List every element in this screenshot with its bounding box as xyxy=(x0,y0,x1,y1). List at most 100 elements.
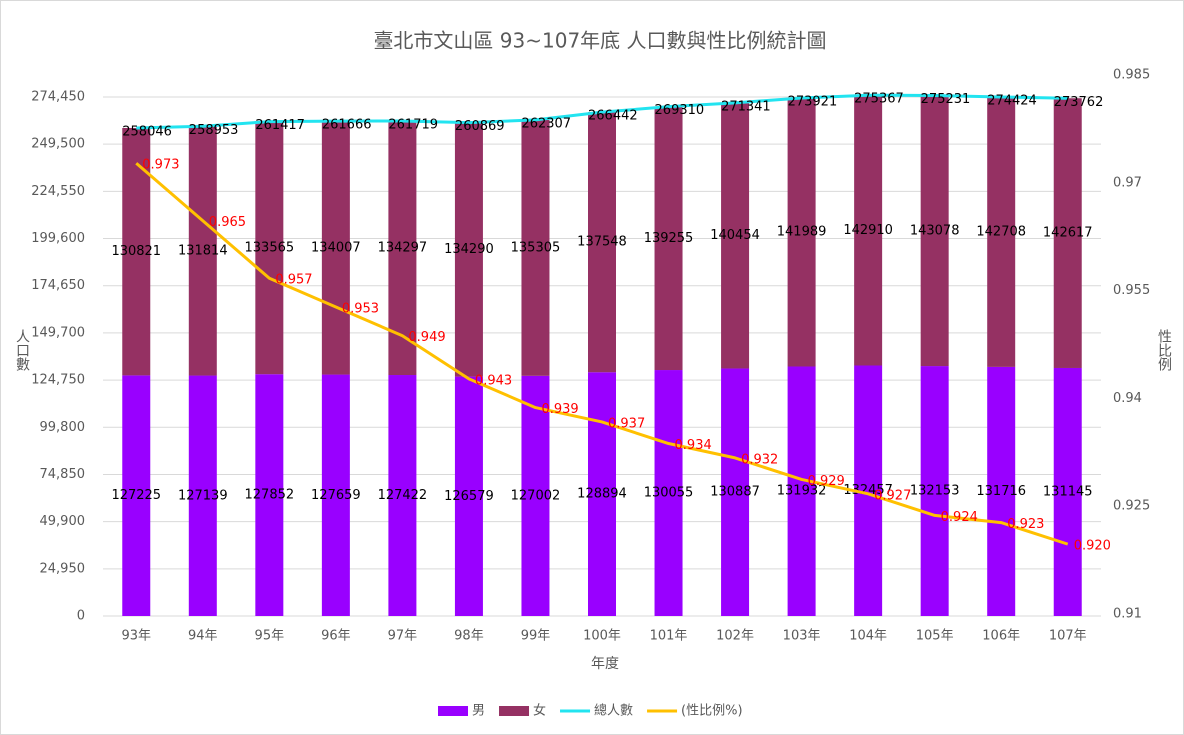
data-label: 127002 xyxy=(511,488,561,503)
y2-tick-label: 0.985 xyxy=(1113,68,1150,83)
x-tick-label: 93年 xyxy=(121,629,151,644)
data-label: 273921 xyxy=(788,94,838,109)
x-tick-label: 100年 xyxy=(583,629,621,644)
data-label: 260869 xyxy=(455,119,505,134)
data-label: 0.923 xyxy=(1007,517,1044,532)
bar xyxy=(721,368,750,616)
bar xyxy=(255,121,284,375)
data-label: 128894 xyxy=(577,487,627,502)
x-tick-label: 97年 xyxy=(388,629,418,644)
data-label: 131932 xyxy=(777,484,827,499)
data-label: 140454 xyxy=(710,228,760,243)
data-label: 0.927 xyxy=(874,488,911,503)
bar xyxy=(654,106,683,371)
data-label: 262307 xyxy=(521,116,571,131)
data-label: 130821 xyxy=(111,244,161,259)
y-tick-label: 149,700 xyxy=(31,325,85,340)
legend-swatch xyxy=(499,706,530,716)
x-tick-label: 95年 xyxy=(255,629,285,644)
data-label: 0.965 xyxy=(209,215,246,230)
bar xyxy=(987,97,1016,367)
x-tick-label: 96年 xyxy=(321,629,351,644)
data-label: 127225 xyxy=(111,488,161,503)
data-label: 258046 xyxy=(122,124,172,139)
data-label: 134007 xyxy=(311,240,361,255)
bar xyxy=(721,102,750,369)
data-label: 139255 xyxy=(644,231,694,246)
legend-label: 總人數 xyxy=(594,703,633,719)
y-tick-label: 224,550 xyxy=(31,184,85,199)
line xyxy=(135,162,1069,546)
legend-label: 女 xyxy=(533,703,546,719)
bar xyxy=(654,370,683,616)
data-label: 137548 xyxy=(577,235,627,250)
data-label: 0.957 xyxy=(275,273,312,288)
chart-title: 臺北市文山區 93~107年底 人口數與性比例統計圖 xyxy=(373,29,826,53)
y-axis-title: 人口數 xyxy=(14,329,30,371)
bar xyxy=(787,366,816,616)
y2-tick-label: 0.925 xyxy=(1113,499,1150,514)
y-tick-label: 74,850 xyxy=(40,467,86,482)
data-label: 127422 xyxy=(378,488,428,503)
x-tick-label: 101年 xyxy=(650,629,688,644)
bar xyxy=(920,366,949,616)
data-label: 0.937 xyxy=(608,416,645,431)
data-label: 141989 xyxy=(777,225,827,240)
data-label: 274424 xyxy=(987,94,1037,109)
data-label: 131814 xyxy=(178,243,228,258)
data-label: 273762 xyxy=(1054,95,1104,110)
bar xyxy=(1053,98,1082,368)
y2-tick-label: 0.94 xyxy=(1113,391,1142,406)
y-tick-label: 24,950 xyxy=(40,561,86,576)
bar xyxy=(122,375,151,616)
data-label: 0.924 xyxy=(941,510,978,525)
bar xyxy=(188,126,217,376)
y-tick-label: 199,600 xyxy=(31,231,85,246)
data-label: 142617 xyxy=(1043,226,1093,241)
data-label: 0.934 xyxy=(675,438,712,453)
data-label: 142910 xyxy=(843,223,893,238)
data-label: 143078 xyxy=(910,223,960,238)
data-label: 134290 xyxy=(444,242,494,257)
x-axis-title: 年度 xyxy=(591,656,619,672)
x-tick-label: 107年 xyxy=(1049,629,1087,644)
bar xyxy=(588,372,616,616)
y-tick-label: 99,800 xyxy=(40,420,86,435)
y-tick-label: 124,750 xyxy=(31,373,85,388)
data-label: 0.953 xyxy=(342,301,379,316)
bar xyxy=(787,97,816,367)
y-tick-label: 174,650 xyxy=(31,278,85,293)
bar xyxy=(521,375,550,616)
bar xyxy=(454,376,483,616)
data-label: 271341 xyxy=(721,99,771,114)
bar xyxy=(321,374,350,616)
data-label: 269310 xyxy=(655,103,705,118)
bar xyxy=(854,95,883,366)
y2-tick-label: 0.955 xyxy=(1113,283,1150,298)
bar xyxy=(188,375,217,616)
bar xyxy=(321,121,350,375)
data-label: 0.949 xyxy=(408,330,445,345)
y-tick-label: 249,500 xyxy=(31,137,85,152)
data-label: 135305 xyxy=(511,240,561,255)
data-label: 275367 xyxy=(854,92,904,107)
data-label: 0.939 xyxy=(541,402,578,417)
x-tick-label: 102年 xyxy=(716,629,754,644)
data-label: 134297 xyxy=(378,241,428,256)
y2-axis-title: 性比例 xyxy=(1156,329,1172,372)
data-label: 275231 xyxy=(921,92,971,107)
y-tick-label: 274,450 xyxy=(31,89,85,104)
data-label: 132153 xyxy=(910,484,960,499)
data-label: 266442 xyxy=(588,109,638,124)
data-label: 127139 xyxy=(178,488,228,503)
y-tick-label: 49,900 xyxy=(40,514,86,529)
bar xyxy=(987,366,1016,616)
data-label: 0.932 xyxy=(741,452,778,467)
data-label: 258953 xyxy=(189,123,239,138)
x-tick-label: 106年 xyxy=(982,629,1020,644)
x-tick-label: 98年 xyxy=(454,629,484,644)
x-tick-label: 105年 xyxy=(916,629,954,644)
y2-tick-label: 0.91 xyxy=(1113,607,1142,622)
x-tick-label: 99年 xyxy=(521,629,551,644)
